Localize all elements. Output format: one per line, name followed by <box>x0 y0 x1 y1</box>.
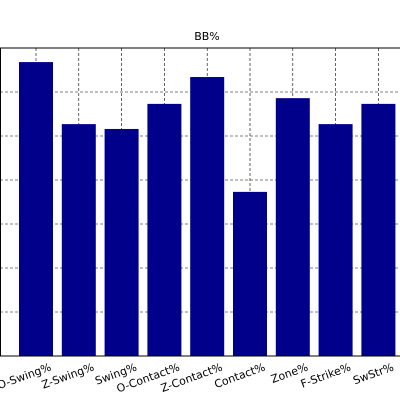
bar <box>61 124 96 357</box>
bar <box>275 98 310 356</box>
bar <box>190 77 225 356</box>
bar <box>19 62 53 357</box>
bars <box>19 62 396 357</box>
bar <box>104 128 139 356</box>
bar <box>361 103 396 356</box>
bar <box>147 103 182 356</box>
chart-title: BB% <box>194 30 220 43</box>
bar <box>318 124 353 357</box>
bar <box>233 191 267 356</box>
plot-frame <box>0 47 400 357</box>
